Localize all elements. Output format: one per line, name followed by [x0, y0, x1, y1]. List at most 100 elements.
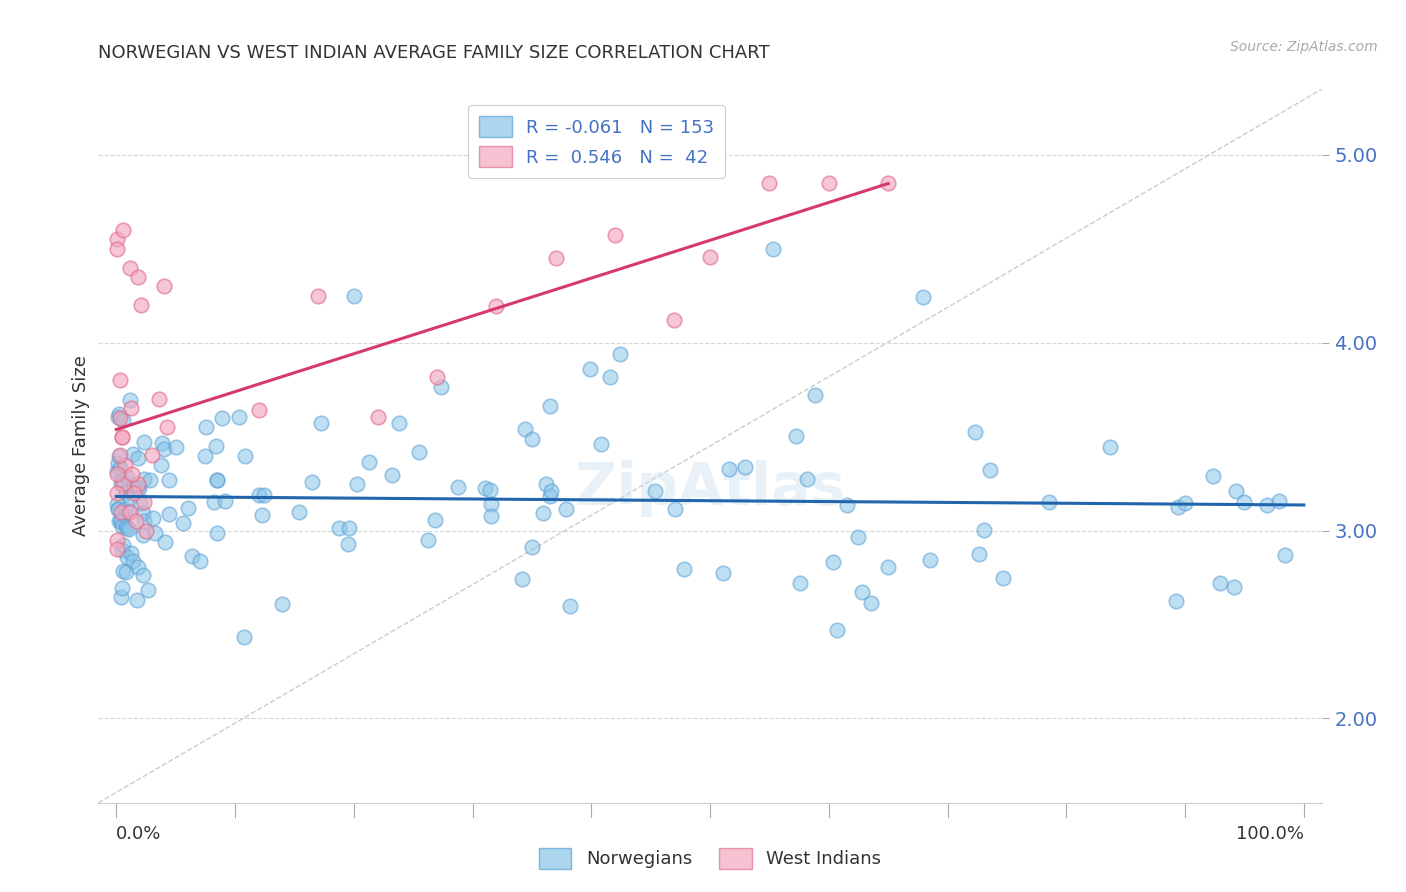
Point	[860, 596, 883, 610]
Point	[232, 630, 254, 644]
Point	[125, 514, 148, 528]
Point	[107, 467, 129, 482]
Point	[111, 223, 134, 237]
Point	[120, 491, 142, 505]
Point	[287, 505, 309, 519]
Point	[418, 533, 440, 547]
Point	[664, 313, 686, 327]
Point	[205, 525, 228, 540]
Point	[918, 553, 941, 567]
Point	[111, 538, 134, 552]
Point	[271, 598, 294, 612]
Point	[599, 369, 621, 384]
Point	[111, 519, 134, 533]
Point	[205, 473, 228, 487]
Point	[153, 442, 176, 456]
Point	[408, 444, 430, 458]
Point	[1268, 493, 1291, 508]
Point	[717, 462, 740, 476]
Point	[132, 495, 155, 509]
Text: Source: ZipAtlas.com: Source: ZipAtlas.com	[1230, 39, 1378, 54]
Point	[125, 593, 148, 607]
Point	[128, 496, 150, 510]
Point	[117, 521, 139, 535]
Point	[328, 521, 350, 535]
Point	[214, 493, 236, 508]
Point	[343, 288, 366, 302]
Legend: Norwegians, West Indians: Norwegians, West Indians	[531, 840, 889, 876]
Point	[132, 515, 155, 529]
Point	[301, 475, 323, 489]
Point	[423, 513, 446, 527]
Point	[520, 432, 543, 446]
Point	[485, 299, 508, 313]
Point	[139, 473, 162, 487]
Point	[804, 388, 827, 402]
Point	[149, 458, 172, 473]
Point	[357, 454, 380, 468]
Point	[1233, 495, 1256, 509]
Point	[153, 279, 176, 293]
Point	[247, 403, 270, 417]
Point	[193, 449, 215, 463]
Point	[120, 546, 142, 560]
Point	[991, 571, 1014, 585]
Point	[181, 549, 204, 564]
Point	[118, 260, 141, 275]
Text: 0.0%: 0.0%	[117, 825, 162, 843]
Point	[148, 392, 170, 406]
Point	[107, 409, 129, 424]
Point	[785, 429, 807, 443]
Point	[973, 523, 995, 537]
Point	[132, 434, 155, 449]
Point	[188, 554, 211, 568]
Point	[118, 392, 141, 407]
Point	[111, 429, 134, 443]
Point	[110, 505, 132, 519]
Point	[664, 502, 686, 516]
Point	[307, 289, 329, 303]
Point	[111, 473, 134, 487]
Point	[118, 522, 141, 536]
Point	[194, 420, 217, 434]
Point	[1202, 469, 1225, 483]
Point	[115, 518, 138, 533]
Point	[250, 508, 273, 523]
Point	[555, 502, 578, 516]
Y-axis label: Average Family Size: Average Family Size	[72, 356, 90, 536]
Point	[108, 515, 131, 529]
Point	[121, 467, 143, 482]
Point	[821, 555, 844, 569]
Point	[591, 436, 613, 450]
Point	[110, 591, 132, 605]
Point	[107, 502, 129, 516]
Point	[108, 461, 131, 475]
Point	[111, 581, 134, 595]
Point	[114, 458, 136, 472]
Point	[211, 410, 233, 425]
Point	[337, 520, 360, 534]
Point	[796, 472, 818, 486]
Point	[734, 460, 756, 475]
Point	[157, 507, 180, 521]
Point	[135, 524, 157, 538]
Point	[346, 477, 368, 491]
Point	[825, 623, 848, 637]
Point	[603, 228, 626, 243]
Point	[912, 291, 935, 305]
Point	[1225, 483, 1247, 498]
Point	[202, 495, 225, 509]
Point	[114, 486, 136, 500]
Point	[253, 488, 276, 502]
Point	[540, 484, 562, 499]
Point	[134, 472, 156, 486]
Point	[117, 505, 139, 519]
Point	[228, 409, 250, 424]
Point	[538, 489, 561, 503]
Point	[110, 477, 132, 491]
Point	[107, 242, 129, 256]
Point	[129, 298, 152, 312]
Point	[205, 439, 228, 453]
Text: 100.0%: 100.0%	[1236, 825, 1303, 843]
Point	[699, 250, 721, 264]
